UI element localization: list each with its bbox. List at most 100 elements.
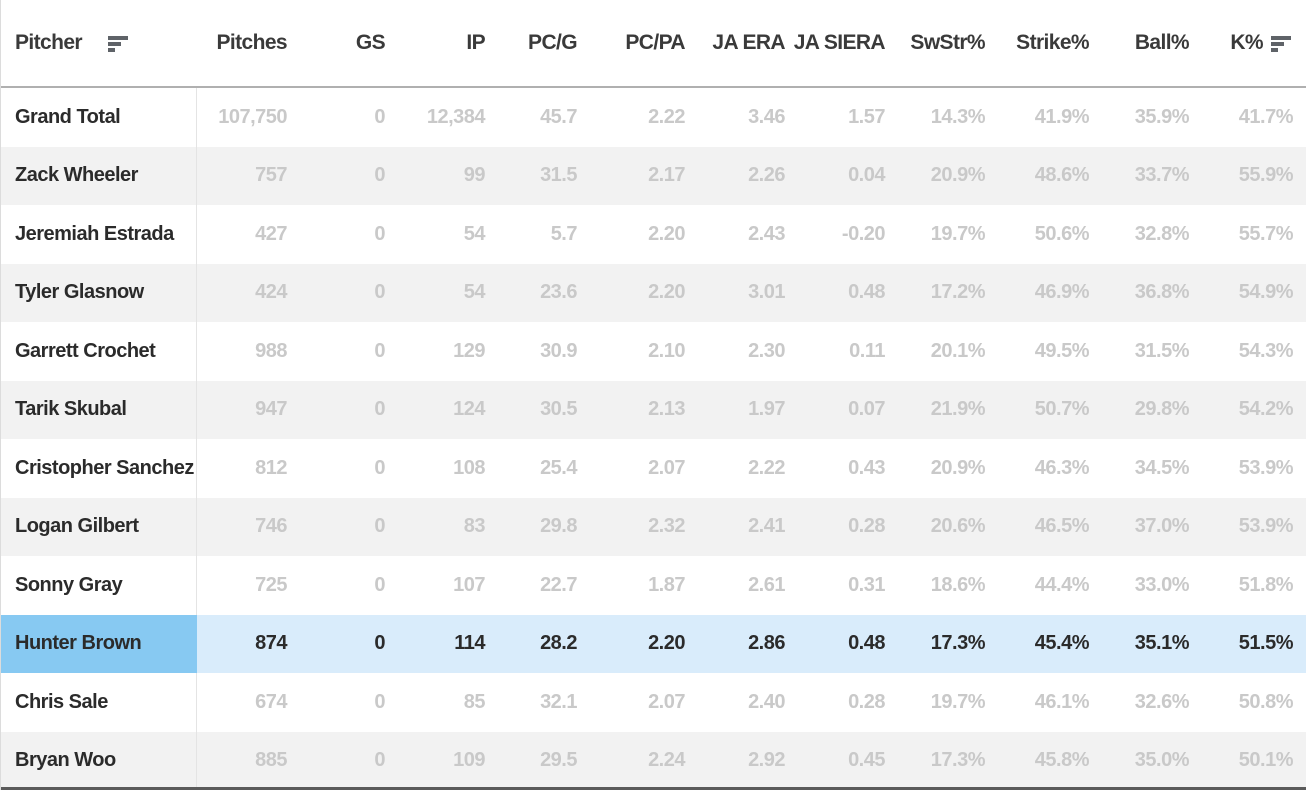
- cell-pitches[interactable]: 746: [255, 515, 287, 538]
- cell-ip[interactable]: 114: [454, 632, 485, 655]
- cell-pitches[interactable]: 757: [255, 164, 287, 187]
- cell-pc_g[interactable]: 22.7: [540, 573, 577, 596]
- table-row[interactable]: Logan Gilbert 746 0 83 29.8 2.32 2.41 0.28 20.6%…: [1, 497, 1306, 556]
- cell-pitches[interactable]: 885: [255, 749, 287, 772]
- cell-gs[interactable]: 0: [374, 749, 385, 772]
- cell-ip[interactable]: 85: [463, 690, 486, 713]
- cell-swstr[interactable]: 17.3%: [930, 749, 986, 772]
- cell-strike[interactable]: 46.5%: [1034, 515, 1090, 538]
- cell-gs[interactable]: 0: [374, 515, 385, 538]
- cell-pitcher-name[interactable]: Logan Gilbert: [1, 497, 197, 556]
- cell-pitcher-name[interactable]: Chris Sale: [1, 673, 197, 732]
- cell-ja_siera[interactable]: 0.11: [849, 339, 885, 362]
- cell-ip[interactable]: 83: [463, 515, 486, 538]
- cell-ball[interactable]: 33.0%: [1134, 573, 1190, 596]
- cell-ball[interactable]: 37.0%: [1134, 515, 1190, 538]
- cell-ja_siera[interactable]: 0.28: [848, 515, 885, 538]
- sort-icon[interactable]: [1271, 35, 1293, 52]
- sort-icon[interactable]: [108, 35, 130, 52]
- cell-ball[interactable]: 33.7%: [1134, 164, 1190, 187]
- cell-pc_g[interactable]: 29.8: [540, 515, 577, 538]
- cell-ip[interactable]: 107: [453, 573, 485, 596]
- cell-strike[interactable]: 46.3%: [1034, 456, 1090, 479]
- cell-pc_g[interactable]: 30.9: [540, 339, 577, 362]
- table-row-selected[interactable]: Hunter Brown 874 0 114 28.2 2.20 2.86 0.48 17.3%…: [1, 614, 1306, 673]
- cell-ja_siera[interactable]: 0.31: [848, 573, 885, 596]
- cell-pitches[interactable]: 812: [255, 456, 287, 479]
- cell-pitches[interactable]: 107,750: [218, 105, 287, 128]
- cell-ball[interactable]: 29.8%: [1134, 398, 1190, 421]
- cell-gs[interactable]: 0: [374, 573, 385, 596]
- cell-ja_era[interactable]: 2.92: [748, 749, 785, 772]
- cell-swstr[interactable]: 20.6%: [930, 515, 986, 538]
- cell-k_pct[interactable]: 53.9%: [1238, 456, 1294, 479]
- cell-k_pct[interactable]: 41.7%: [1238, 105, 1294, 128]
- cell-ja_siera[interactable]: -0.20: [841, 222, 886, 245]
- cell-ball[interactable]: 32.8%: [1134, 222, 1190, 245]
- cell-pitcher-name[interactable]: Grand Total: [1, 88, 197, 147]
- cell-k_pct[interactable]: 53.9%: [1238, 515, 1294, 538]
- cell-ja_era[interactable]: 2.22: [748, 456, 785, 479]
- cell-pc_pa[interactable]: 2.32: [648, 515, 685, 538]
- cell-ip[interactable]: 12,384: [426, 105, 486, 128]
- cell-swstr[interactable]: 20.1%: [930, 339, 986, 362]
- cell-ja_siera[interactable]: 0.28: [848, 690, 885, 713]
- cell-swstr[interactable]: 21.9%: [930, 398, 986, 421]
- table-row[interactable]: Tarik Skubal 947 0 124 30.5 2.13 1.97 0.07 21.9%…: [1, 380, 1306, 439]
- cell-strike[interactable]: 46.9%: [1034, 281, 1090, 304]
- cell-ja_era[interactable]: 2.41: [748, 515, 785, 538]
- cell-k_pct[interactable]: 55.9%: [1238, 164, 1294, 187]
- column-header-ja_siera[interactable]: JA SIERA: [794, 31, 895, 55]
- cell-pitcher-name[interactable]: Tyler Glasnow: [1, 263, 197, 322]
- cell-strike[interactable]: 50.6%: [1034, 222, 1090, 245]
- cell-pc_g[interactable]: 30.5: [540, 398, 577, 421]
- cell-pitches[interactable]: 424: [255, 281, 287, 304]
- cell-ball[interactable]: 32.6%: [1134, 690, 1190, 713]
- cell-swstr[interactable]: 17.3%: [930, 632, 986, 655]
- cell-ball[interactable]: 35.9%: [1134, 105, 1190, 128]
- cell-strike[interactable]: 46.1%: [1034, 690, 1090, 713]
- cell-ip[interactable]: 124: [453, 398, 485, 421]
- cell-k_pct[interactable]: 54.3%: [1238, 339, 1294, 362]
- cell-k_pct[interactable]: 51.8%: [1238, 573, 1294, 596]
- cell-pitcher-name[interactable]: Cristopher Sanchez: [1, 439, 197, 498]
- cell-gs[interactable]: 0: [374, 105, 385, 128]
- cell-gs[interactable]: 0: [374, 164, 385, 187]
- cell-pitches[interactable]: 674: [255, 690, 287, 713]
- cell-k_pct[interactable]: 54.9%: [1238, 281, 1294, 304]
- cell-ja_era[interactable]: 2.30: [748, 339, 785, 362]
- cell-pc_g[interactable]: 28.2: [540, 632, 577, 655]
- cell-pitches[interactable]: 725: [255, 573, 287, 596]
- cell-gs[interactable]: 0: [374, 339, 385, 362]
- cell-ja_era[interactable]: 3.01: [748, 281, 785, 304]
- cell-gs[interactable]: 0: [374, 632, 385, 655]
- column-header-k_pct[interactable]: K%: [1199, 31, 1306, 55]
- table-row[interactable]: Tyler Glasnow 424 0 54 23.6 2.20 3.01 0.48 17.2%…: [1, 263, 1306, 322]
- column-header-ja_era[interactable]: JA ERA: [695, 31, 795, 55]
- table-row[interactable]: Chris Sale 674 0 85 32.1 2.07 2.40 0.28 19.7% 46.…: [1, 673, 1306, 732]
- cell-swstr[interactable]: 19.7%: [930, 222, 986, 245]
- table-row[interactable]: Grand Total 107,750 0 12,384 45.7 2.22 3.46 1.5…: [1, 88, 1306, 147]
- cell-pc_pa[interactable]: 2.07: [648, 456, 685, 479]
- table-row[interactable]: Jeremiah Estrada 427 0 54 5.7 2.20 2.43 -0.20 19…: [1, 205, 1306, 264]
- cell-k_pct[interactable]: 50.8%: [1238, 690, 1294, 713]
- cell-pc_pa[interactable]: 2.17: [648, 164, 685, 187]
- cell-strike[interactable]: 50.7%: [1034, 398, 1090, 421]
- cell-pc_g[interactable]: 45.7: [540, 105, 577, 128]
- cell-pitcher-name[interactable]: Jeremiah Estrada: [1, 205, 197, 264]
- cell-pc_pa[interactable]: 2.20: [648, 632, 685, 655]
- cell-k_pct[interactable]: 51.5%: [1238, 632, 1294, 655]
- cell-ja_era[interactable]: 2.40: [748, 690, 785, 713]
- cell-pc_pa[interactable]: 1.87: [648, 573, 685, 596]
- cell-ja_era[interactable]: 2.61: [748, 573, 785, 596]
- cell-pc_pa[interactable]: 2.07: [648, 690, 685, 713]
- cell-gs[interactable]: 0: [374, 690, 385, 713]
- cell-ip[interactable]: 54: [463, 281, 486, 304]
- cell-pitcher-name[interactable]: Bryan Woo: [1, 731, 197, 790]
- cell-pitches[interactable]: 427: [255, 222, 287, 245]
- cell-ball[interactable]: 35.0%: [1134, 749, 1190, 772]
- cell-pitches[interactable]: 988: [255, 339, 287, 362]
- cell-strike[interactable]: 45.8%: [1034, 749, 1090, 772]
- cell-ip[interactable]: 54: [463, 222, 486, 245]
- cell-ball[interactable]: 35.1%: [1134, 632, 1190, 655]
